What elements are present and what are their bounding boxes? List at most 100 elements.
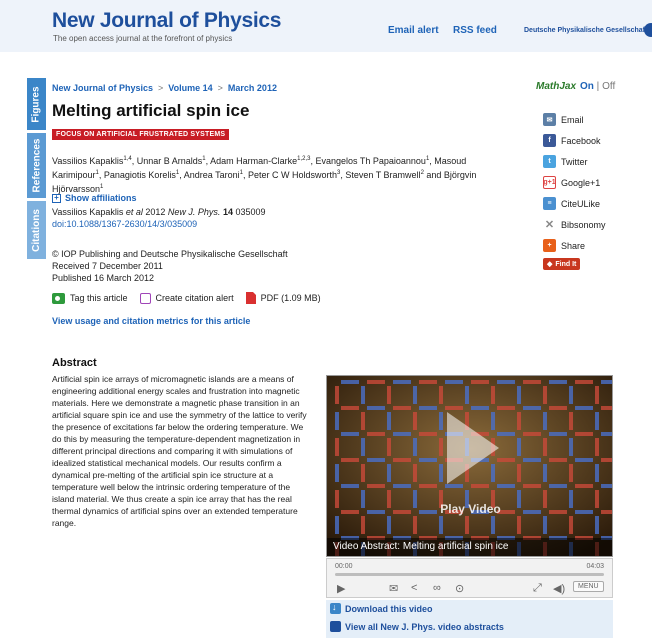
mathjax-label: MathJax (536, 81, 577, 92)
video-progress-bar[interactable] (335, 573, 604, 576)
share-google[interactable]: g+1 Google+1 (543, 172, 606, 193)
share-email-label: Email (561, 114, 584, 125)
site-header: New Journal of Physics The open access j… (0, 0, 652, 52)
video-links: Download this video View all New J. Phys… (326, 600, 613, 638)
email-alert-link[interactable]: Email alert (388, 25, 439, 36)
info-icon[interactable]: ⊙ (455, 583, 465, 595)
share-twitter-label: Twitter (561, 156, 588, 167)
show-affiliations-label: Show affiliations (65, 193, 137, 203)
citation-volume: 14 (220, 207, 233, 217)
breadcrumb-volume[interactable]: Volume 14 (168, 83, 213, 93)
show-affiliations-link[interactable]: + Show affiliations (52, 193, 137, 203)
citation-alert-button[interactable]: Create citation alert (139, 292, 234, 304)
time-elapsed: 00:00 (335, 563, 353, 570)
video-list-icon (330, 621, 341, 632)
citation-alert-label: Create citation alert (155, 293, 234, 303)
view-all-videos-link[interactable]: View all New J. Phys. video abstracts (330, 621, 504, 632)
share-plus-icon: + (543, 239, 556, 252)
journal-title[interactable]: New Journal of Physics (52, 9, 282, 32)
pdf-download-button[interactable]: PDF (1.09 MB) (245, 292, 321, 304)
email-icon[interactable]: ✉ (389, 583, 399, 595)
download-video-label: Download this video (345, 603, 433, 614)
tab-references-label: References (31, 138, 43, 193)
copyright-text: © IOP Publishing and Deutsche Physikalis… (52, 249, 288, 259)
focus-badge[interactable]: FOCUS ON ARTIFICIAL FRUSTRATED SYSTEMS (52, 129, 230, 140)
citation-article-number: 035009 (232, 207, 266, 217)
find-it-icon: ◆ (547, 261, 553, 268)
article-title: Melting artificial spin ice (52, 101, 250, 120)
share-facebook-label: Facebook (561, 135, 601, 146)
pdf-label: PDF (1.09 MB) (260, 293, 321, 303)
share-facebook[interactable]: f Facebook (543, 130, 606, 151)
mathjax-on[interactable]: On (580, 81, 594, 92)
download-icon (330, 602, 341, 614)
share-citeulike-label: CiteULike (561, 198, 601, 209)
video-thumbnail (327, 376, 612, 556)
video-menu-button[interactable]: MENU (573, 581, 604, 592)
bibsonomy-icon: ✕ (544, 219, 555, 231)
tag-article-label: Tag this article (70, 293, 128, 303)
find-it-label: Find It (555, 260, 577, 268)
play-small-icon[interactable]: ▶ (337, 583, 346, 595)
tag-icon (52, 292, 65, 304)
citation-author: Vassilios Kapaklis (52, 207, 126, 217)
pdf-icon (245, 292, 256, 304)
share-more-label: Share (561, 240, 586, 251)
mathjax-off[interactable]: Off (602, 81, 616, 92)
time-total: 04:03 (586, 563, 604, 570)
facebook-icon: f (543, 134, 556, 147)
fullscreen-icon[interactable]: ⤢ (533, 582, 542, 594)
view-all-videos-label: View all New J. Phys. video abstracts (345, 621, 504, 632)
share-more[interactable]: + Share (543, 235, 606, 256)
breadcrumb-separator: > (217, 83, 223, 93)
tag-article-button[interactable]: Tag this article (52, 292, 128, 304)
doi-link[interactable]: doi:10.1088/1367-2630/14/3/035009 (52, 219, 198, 229)
share-citeulike[interactable]: ≡ CiteULike (543, 193, 606, 214)
video-controls: 00:00 04:03 ▶ ✉ < ∞ ⊙ ⤢ ◀) MENU (326, 558, 613, 598)
metrics-link[interactable]: View usage and citation metrics for this… (52, 316, 251, 326)
tab-citations[interactable]: Citations (27, 201, 46, 259)
share-bibsonomy-label: Bibsonomy (561, 219, 606, 230)
society-logo-icon[interactable] (644, 23, 652, 37)
breadcrumb: New Journal of Physics > Volume 14 > March 2… (52, 83, 277, 93)
tab-references[interactable]: References (27, 133, 46, 198)
expand-icon: + (52, 193, 61, 203)
society-link[interactable]: Deutsche Physikalische Gesellschaft (524, 27, 648, 34)
journal-tagline: The open access journal at the forefront… (53, 34, 233, 43)
citation-line: Vassilios Kapaklis et al 2012 New J. Phy… (52, 207, 266, 217)
published-date: Published 16 March 2012 (52, 273, 155, 283)
link-icon[interactable]: ∞ (433, 582, 441, 594)
breadcrumb-issue[interactable]: March 2012 (227, 83, 277, 93)
citation-etal: et al (125, 207, 143, 217)
citeulike-icon: ≡ (543, 197, 556, 210)
breadcrumb-separator: > (158, 83, 164, 93)
share-icon[interactable]: < (411, 582, 418, 594)
video-caption: Video Abstract: Melting artificial spin … (327, 538, 612, 556)
abstract-text: Artificial spin ice arrays of micromagne… (52, 374, 307, 528)
share-google-label: Google+1 (561, 177, 601, 188)
video-player[interactable]: Play Video Video Abstract: Melting artif… (326, 375, 613, 557)
citation-year: 2012 (142, 207, 168, 217)
tab-figures[interactable]: Figures (27, 78, 46, 130)
tab-citations-label: Citations (31, 208, 42, 252)
share-bibsonomy[interactable]: ✕ Bibsonomy (543, 214, 606, 235)
tab-figures-label: Figures (31, 85, 42, 123)
breadcrumb-journal[interactable]: New Journal of Physics (52, 83, 154, 93)
share-email[interactable]: ✉ Email (543, 109, 606, 130)
alert-icon (139, 292, 151, 304)
author-list: Vassilios Kapaklis1,4, Unnar B Arnalds1,… (52, 156, 477, 194)
rss-feed-link[interactable]: RSS feed (453, 25, 497, 36)
share-twitter[interactable]: t Twitter (543, 151, 606, 172)
citation-journal: New J. Phys. (167, 207, 221, 217)
abstract-heading: Abstract (52, 357, 97, 369)
mathjax-toggle: MathJax On | Off (536, 81, 615, 92)
download-video-link[interactable]: Download this video (330, 602, 433, 614)
find-it-button[interactable]: ◆ Find It (543, 258, 581, 270)
received-date: Received 7 December 2011 (52, 261, 163, 271)
play-icon[interactable] (447, 412, 499, 484)
play-video-label[interactable]: Play Video (440, 502, 501, 516)
email-share-icon: ✉ (543, 113, 556, 126)
volume-icon[interactable]: ◀) (553, 583, 566, 595)
article-tools: Tag this article Create citation alert P… (52, 292, 321, 304)
twitter-icon: t (543, 155, 556, 168)
